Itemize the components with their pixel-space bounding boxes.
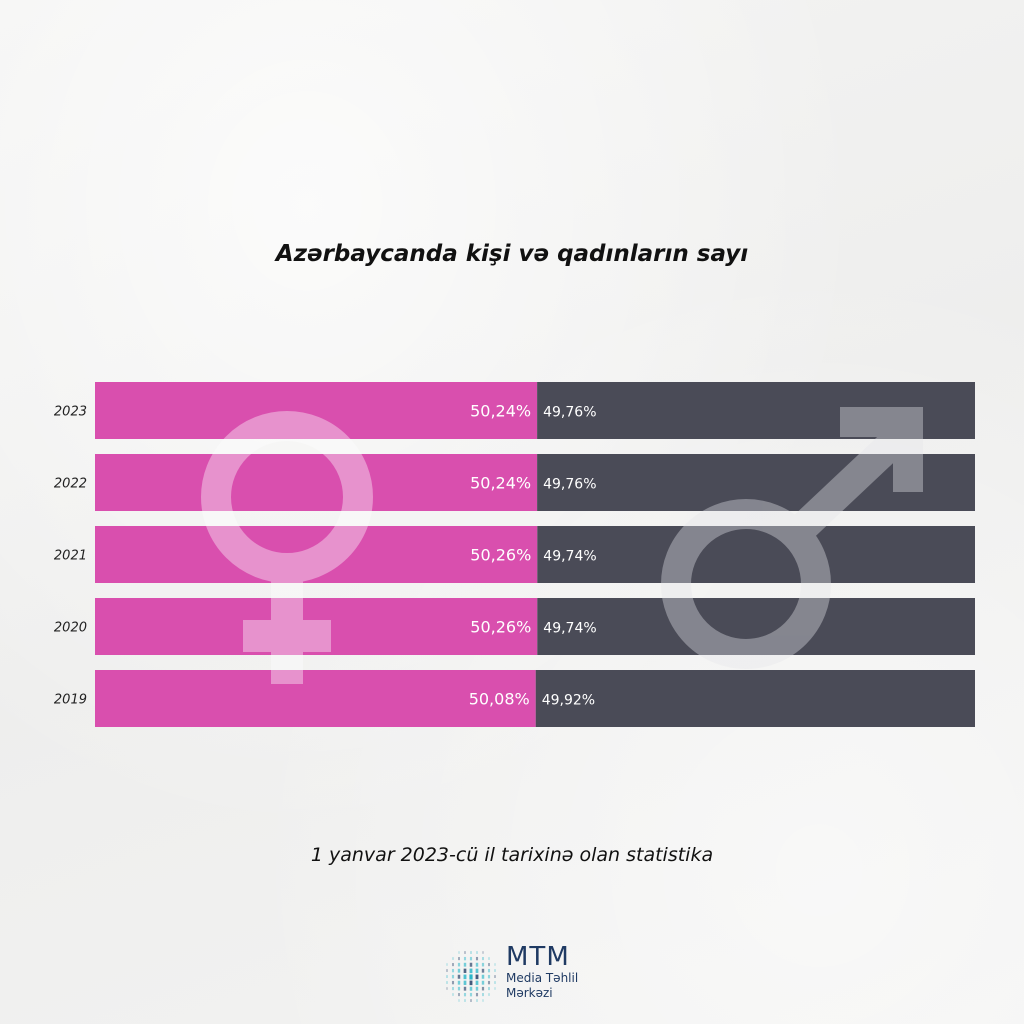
category-label-2019: 2019 (54, 693, 87, 708)
value-label-female-2020: 50,26% (470, 618, 531, 637)
bar-female-2023 (95, 382, 538, 439)
value-label-male-2022: 49,76% (543, 477, 596, 493)
bar-male-2022 (537, 454, 975, 511)
logo-line1: Media Təhlil (506, 971, 579, 985)
logo-name: MTM (506, 942, 570, 972)
bar-male-2020 (537, 598, 975, 655)
value-label-female-2022: 50,24% (470, 474, 531, 493)
icons-layer (201, 407, 923, 684)
male-symbol-icon (661, 407, 923, 669)
logo-mark-icon (446, 951, 496, 1002)
value-label-male-2020: 49,74% (543, 621, 596, 637)
bar-male-2023 (537, 382, 975, 439)
female-symbol-icon (201, 411, 373, 684)
value-label-male-2023: 49,76% (543, 405, 596, 421)
bar-female-2019 (95, 670, 536, 727)
stacked-bar-chart: 50,24% 49,76% 2023 50,24% 49,76% 2022 50,26% 49… (54, 382, 975, 727)
category-label-2020: 2020 (54, 621, 87, 636)
value-label-female-2023: 50,24% (470, 402, 531, 421)
value-label-female-2021: 50,26% (470, 546, 531, 565)
bar-female-2022 (95, 454, 538, 511)
bar-male-2019 (535, 670, 975, 727)
labels-layer: 50,24% 49,76% 2023 50,24% 49,76% 2022 50,26% 49… (54, 402, 597, 709)
chart-title: Azərbaycanda kişi və qadınların sayı (275, 241, 749, 267)
value-label-female-2019: 50,08% (469, 690, 530, 709)
logo-line2: Mərkəzi (506, 986, 553, 1000)
bar-male-2021 (537, 526, 975, 583)
category-label-2023: 2023 (54, 405, 87, 420)
bar-female-2020 (95, 598, 538, 655)
value-label-male-2019: 49,92% (542, 693, 595, 709)
category-label-2021: 2021 (54, 549, 87, 564)
value-label-male-2021: 49,74% (543, 549, 596, 565)
bar-female-2021 (95, 526, 538, 583)
bars-layer (95, 382, 975, 727)
category-label-2022: 2022 (54, 477, 87, 492)
footnote: 1 yanvar 2023-cü il tarixinə olan statis… (310, 844, 714, 866)
